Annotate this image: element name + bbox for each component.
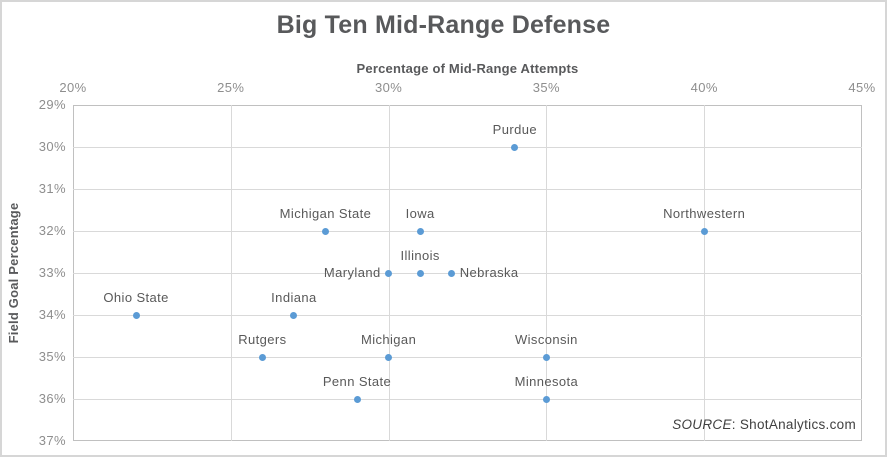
point-label: Michigan [360,332,417,347]
source-note: SOURCE: ShotAnalytics.com [672,417,856,432]
point-label: Wisconsin [514,332,578,347]
point-label: Purdue [492,122,537,137]
data-point [542,353,550,361]
gridline-horizontal [73,399,862,400]
data-point [290,311,298,319]
point-label: Penn State [322,374,392,389]
chart-title: Big Ten Mid-Range Defense [276,11,611,39]
point-label: Illinois [400,248,440,263]
point-label: Rutgers [238,332,287,347]
point-label: Indiana [271,290,317,305]
y-axis-title: Field Goal Percentage [6,202,21,344]
data-point [132,311,140,319]
data-point [700,227,708,235]
source-prefix: SOURCE [672,417,732,432]
source-text: : ShotAnalytics.com [731,417,856,432]
y-tick-label: 30% [38,139,66,154]
point-label: Maryland [323,265,381,280]
y-tick-label: 36% [38,391,66,406]
y-tick-label: 32% [38,223,66,238]
point-label: Minnesota [514,374,579,389]
data-point [353,395,361,403]
x-tick-label: 30% [374,80,403,95]
x-tick-label: 35% [532,80,560,95]
y-tick-label: 34% [38,307,66,322]
y-tick-label: 37% [38,433,66,448]
gridline-horizontal [73,189,862,190]
data-point [448,269,456,277]
point-label: Ohio State [103,290,169,305]
data-point [511,143,519,151]
y-tick-label: 29% [38,97,66,112]
data-point [258,353,266,361]
gridline-horizontal [73,231,862,232]
gridline-horizontal [73,357,862,358]
data-point [385,353,393,361]
y-tick-label: 31% [38,181,66,196]
gridline-horizontal [73,315,862,316]
x-tick-label: 25% [217,80,245,95]
x-tick-label: 40% [690,80,718,95]
x-axis-title: Percentage of Mid-Range Attempts [356,61,579,76]
gridline-horizontal [73,273,862,274]
data-point [416,227,424,235]
point-label: Northwestern [663,206,746,221]
data-point [542,395,550,403]
y-tick-label: 35% [38,349,66,364]
gridline-horizontal [73,147,862,148]
data-point [416,269,424,277]
point-label: Iowa [405,206,435,221]
y-tick-label: 33% [38,265,66,280]
x-tick-label: 45% [848,80,876,95]
point-label: Michigan State [279,206,372,221]
x-tick-label: 20% [59,80,87,95]
point-label: Nebraska [459,265,519,280]
data-point [321,227,329,235]
data-point [385,269,393,277]
